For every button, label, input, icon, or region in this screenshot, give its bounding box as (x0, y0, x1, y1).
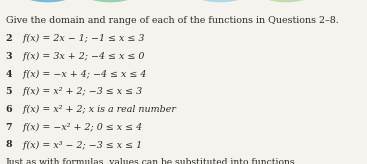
Text: f(x) = x² + 2; −3 ≤ x ≤ 3: f(x) = x² + 2; −3 ≤ x ≤ 3 (20, 87, 142, 96)
Text: 4: 4 (6, 70, 12, 79)
Text: 5: 5 (6, 87, 12, 96)
Text: f(x) = −x² + 2; 0 ≤ x ≤ 4: f(x) = −x² + 2; 0 ≤ x ≤ 4 (20, 123, 142, 132)
Text: 8: 8 (6, 140, 12, 149)
Circle shape (187, 0, 253, 2)
Circle shape (77, 0, 143, 2)
Circle shape (15, 0, 81, 2)
Text: 7: 7 (6, 123, 12, 132)
Text: f(x) = x² + 2; x is a real number: f(x) = x² + 2; x is a real number (20, 105, 176, 114)
Text: f(x) = x³ − 2; −3 ≤ x ≤ 1: f(x) = x³ − 2; −3 ≤ x ≤ 1 (20, 140, 142, 150)
Text: Just as with formulas, values can be substituted into functions: Just as with formulas, values can be sub… (6, 158, 295, 164)
Text: Give the domain and range of each of the functions in Questions 2–8.: Give the domain and range of each of the… (6, 16, 338, 25)
Text: f(x) = 2x − 1; −1 ≤ x ≤ 3: f(x) = 2x − 1; −1 ≤ x ≤ 3 (20, 34, 145, 43)
Circle shape (253, 0, 319, 2)
Text: 2: 2 (6, 34, 12, 43)
Text: 3: 3 (6, 52, 12, 61)
Text: f(x) = 3x + 2; −4 ≤ x ≤ 0: f(x) = 3x + 2; −4 ≤ x ≤ 0 (20, 52, 145, 61)
Text: f(x) = −x + 4; −4 ≤ x ≤ 4: f(x) = −x + 4; −4 ≤ x ≤ 4 (20, 70, 146, 79)
Text: 6: 6 (6, 105, 12, 114)
